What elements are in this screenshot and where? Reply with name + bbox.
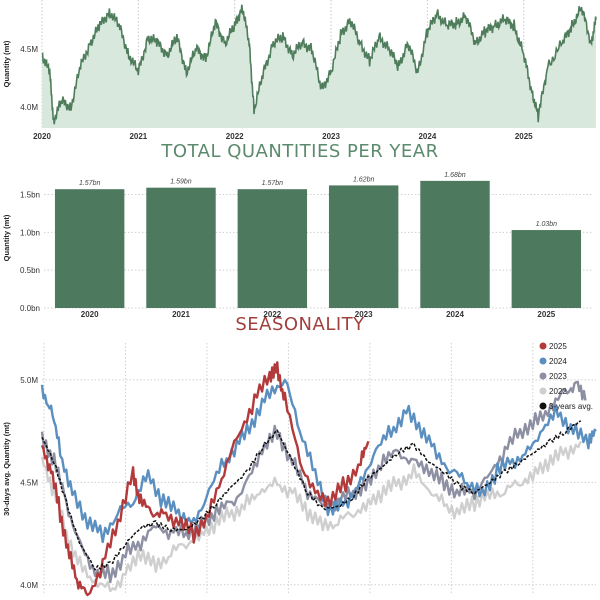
x-tick-label: 2023 — [322, 132, 340, 141]
series-line-3-years-avg- — [41, 420, 582, 571]
y-tick-label: 1.0bn — [20, 228, 40, 237]
y-tick-label: 4.5M — [20, 45, 38, 54]
y-axis-label: Quantity (mt) — [2, 214, 11, 261]
legend-label: 3-years avg. — [549, 402, 593, 411]
bar-data-label: 1.62bn — [353, 176, 375, 183]
legend-marker — [539, 342, 547, 350]
bar — [54, 189, 125, 308]
y-tick-label: 0.0bn — [20, 304, 40, 313]
x-tick-label: 2025 — [515, 132, 533, 141]
bar — [237, 189, 308, 308]
area-fill — [42, 4, 596, 129]
legend-label: 2023 — [549, 372, 567, 381]
series-line-2022 — [40, 440, 582, 593]
x-tick-label: 2021 — [172, 310, 190, 318]
y-axis-label: Quantity (mt) — [2, 40, 11, 87]
y-tick-label: 0.5bn — [20, 266, 40, 275]
bar-data-label: 1.57bn — [79, 180, 101, 187]
y-tick-label: 4.0M — [20, 103, 38, 112]
legend-label: 2025 — [549, 342, 567, 351]
bar-data-label: 1.59bn — [170, 179, 192, 186]
bar-data-label: 1.57bn — [262, 180, 284, 187]
x-tick-label: 2023 — [355, 310, 373, 318]
y-axis-label: 30-days avg. Quantity (mt) — [2, 422, 11, 516]
y-tick-label: 4.0M — [20, 581, 38, 590]
legend-marker — [539, 372, 547, 380]
x-tick-label: 2024 — [446, 310, 464, 318]
legend-label: 2022 — [549, 387, 567, 396]
y-tick-label: 5.0M — [20, 376, 38, 385]
y-tick-label: 4.5M — [20, 478, 38, 487]
legend-marker — [539, 387, 547, 395]
legend-marker — [539, 402, 547, 410]
x-tick-label: 2020 — [33, 132, 51, 141]
x-tick-label: 2025 — [537, 310, 555, 318]
area-line — [41, 4, 597, 125]
x-tick-label: 2020 — [81, 310, 99, 318]
legend-marker — [539, 357, 547, 365]
x-tick-label: 2021 — [129, 132, 147, 141]
bar-data-label: 1.03bn — [536, 221, 558, 228]
top-area-chart: 2020 2021 2022 2023 2024 2025 4.0M 4.5M Quantity… — [2, 0, 597, 141]
bar — [328, 185, 399, 308]
x-tick-label: 2022 — [226, 132, 244, 141]
bar — [420, 180, 490, 308]
bar — [146, 187, 216, 308]
legend-label: 2024 — [549, 357, 567, 366]
x-tick-label: 2022 — [263, 310, 281, 318]
bar — [511, 230, 582, 308]
series-line-2025 — [40, 361, 370, 597]
x-tick-label: 2024 — [418, 132, 436, 141]
bar-data-label: 1.68bn — [444, 172, 466, 179]
seasonality-chart: 4.0M 4.5M 5.0M 30-days avg. Quantity (mt) 20… — [2, 342, 597, 597]
seasonality-title: SEASONALITY — [235, 314, 365, 335]
bar-chart-title: TOTAL QUANTITIES PER YEAR — [161, 141, 439, 162]
y-tick-label: 1.5bn — [20, 190, 40, 199]
bar-chart: 0.0bn 0.5bn 1.0bn 1.5bn Quantity (mt) 1.57bn 2… — [2, 172, 592, 318]
